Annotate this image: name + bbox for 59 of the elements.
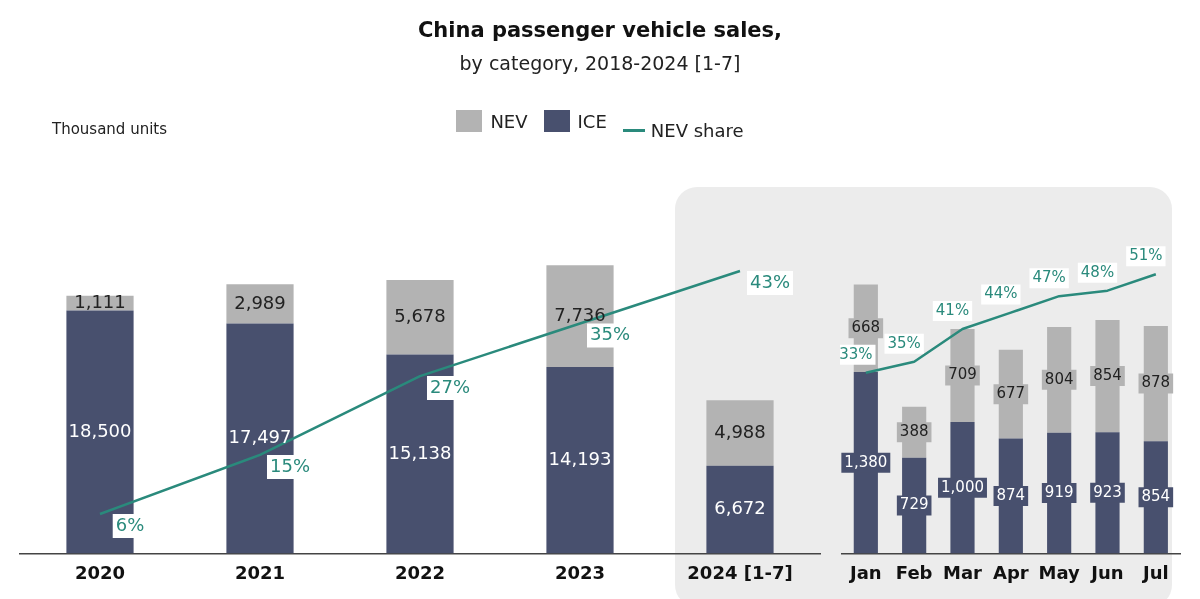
x-tick-label: Apr xyxy=(992,561,1029,583)
x-tick-label: Feb xyxy=(895,561,933,583)
bar xyxy=(226,284,294,324)
data-label: 27% xyxy=(429,375,471,397)
data-label: 44% xyxy=(984,284,1018,303)
data-label: 35% xyxy=(887,333,921,352)
data-label: 1,000 xyxy=(941,477,984,496)
x-tick-label: Jan xyxy=(847,561,882,583)
y-axis-title: Thousand units xyxy=(52,120,168,138)
data-label: 388 xyxy=(899,422,929,441)
data-label: 7,736 xyxy=(554,303,606,325)
x-tick-label: 2022 xyxy=(394,561,446,583)
data-label: 729 xyxy=(899,495,929,514)
data-label: 35% xyxy=(589,323,631,345)
legend-label: NEV share xyxy=(650,120,744,141)
data-label: 47% xyxy=(1032,268,1066,287)
bar xyxy=(386,279,454,355)
legend-label: NEV xyxy=(490,110,528,132)
x-tick-label: 2024 [1-7] xyxy=(687,561,793,583)
data-label: 854 xyxy=(1141,487,1171,506)
x-tick-label: 2020 xyxy=(74,561,126,583)
data-label: 15% xyxy=(269,454,311,476)
data-label: 923 xyxy=(1093,482,1122,501)
data-label: 41% xyxy=(935,300,970,319)
data-label: 668 xyxy=(851,318,881,337)
data-label: 4,988 xyxy=(714,420,766,442)
bar xyxy=(706,400,774,466)
data-label: 5,678 xyxy=(394,304,446,326)
data-label: 51% xyxy=(1129,246,1163,265)
data-label: 677 xyxy=(996,384,1026,403)
data-label: 18,500 xyxy=(68,419,132,441)
data-label: 1,380 xyxy=(844,452,888,471)
data-label: 709 xyxy=(948,365,977,384)
x-tick-label: Jul xyxy=(1140,561,1169,583)
data-label: 878 xyxy=(1141,373,1171,392)
x-tick-label: May xyxy=(1038,561,1081,583)
bar xyxy=(706,465,774,554)
chart-subtitle: by category, 2018-2024 [1-7] xyxy=(458,52,742,74)
x-tick-label: 2023 xyxy=(554,561,606,583)
legend-label: ICE xyxy=(577,110,607,132)
x-tick-label: Jun xyxy=(1089,561,1124,583)
data-label: 854 xyxy=(1093,365,1122,384)
data-label: 1,111 xyxy=(74,290,126,312)
chart-title: China passenger vehicle sales, xyxy=(416,18,784,42)
data-label: 804 xyxy=(1044,369,1074,388)
data-label: 17,497 xyxy=(228,426,292,448)
data-label: 874 xyxy=(996,485,1026,504)
data-label: 43% xyxy=(749,270,791,292)
data-label: 6% xyxy=(115,513,145,535)
data-label: 6,672 xyxy=(714,497,766,519)
data-label: 2,989 xyxy=(234,291,286,313)
x-tick-label: 2021 xyxy=(234,561,286,583)
data-label: 33% xyxy=(839,344,873,363)
bar xyxy=(546,366,614,554)
data-label: 14,193 xyxy=(548,447,612,469)
data-label: 919 xyxy=(1044,482,1074,501)
x-tick-label: Mar xyxy=(943,561,983,583)
data-label: 15,138 xyxy=(388,441,452,463)
data-label: 48% xyxy=(1080,262,1115,281)
